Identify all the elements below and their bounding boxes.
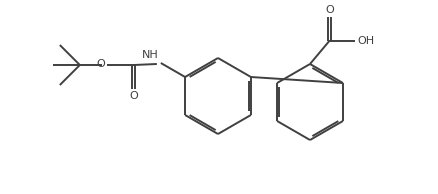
Text: O: O bbox=[325, 5, 334, 15]
Text: NH: NH bbox=[142, 50, 159, 60]
Text: O: O bbox=[96, 59, 105, 69]
Text: O: O bbox=[130, 91, 138, 101]
Text: OH: OH bbox=[357, 36, 374, 46]
